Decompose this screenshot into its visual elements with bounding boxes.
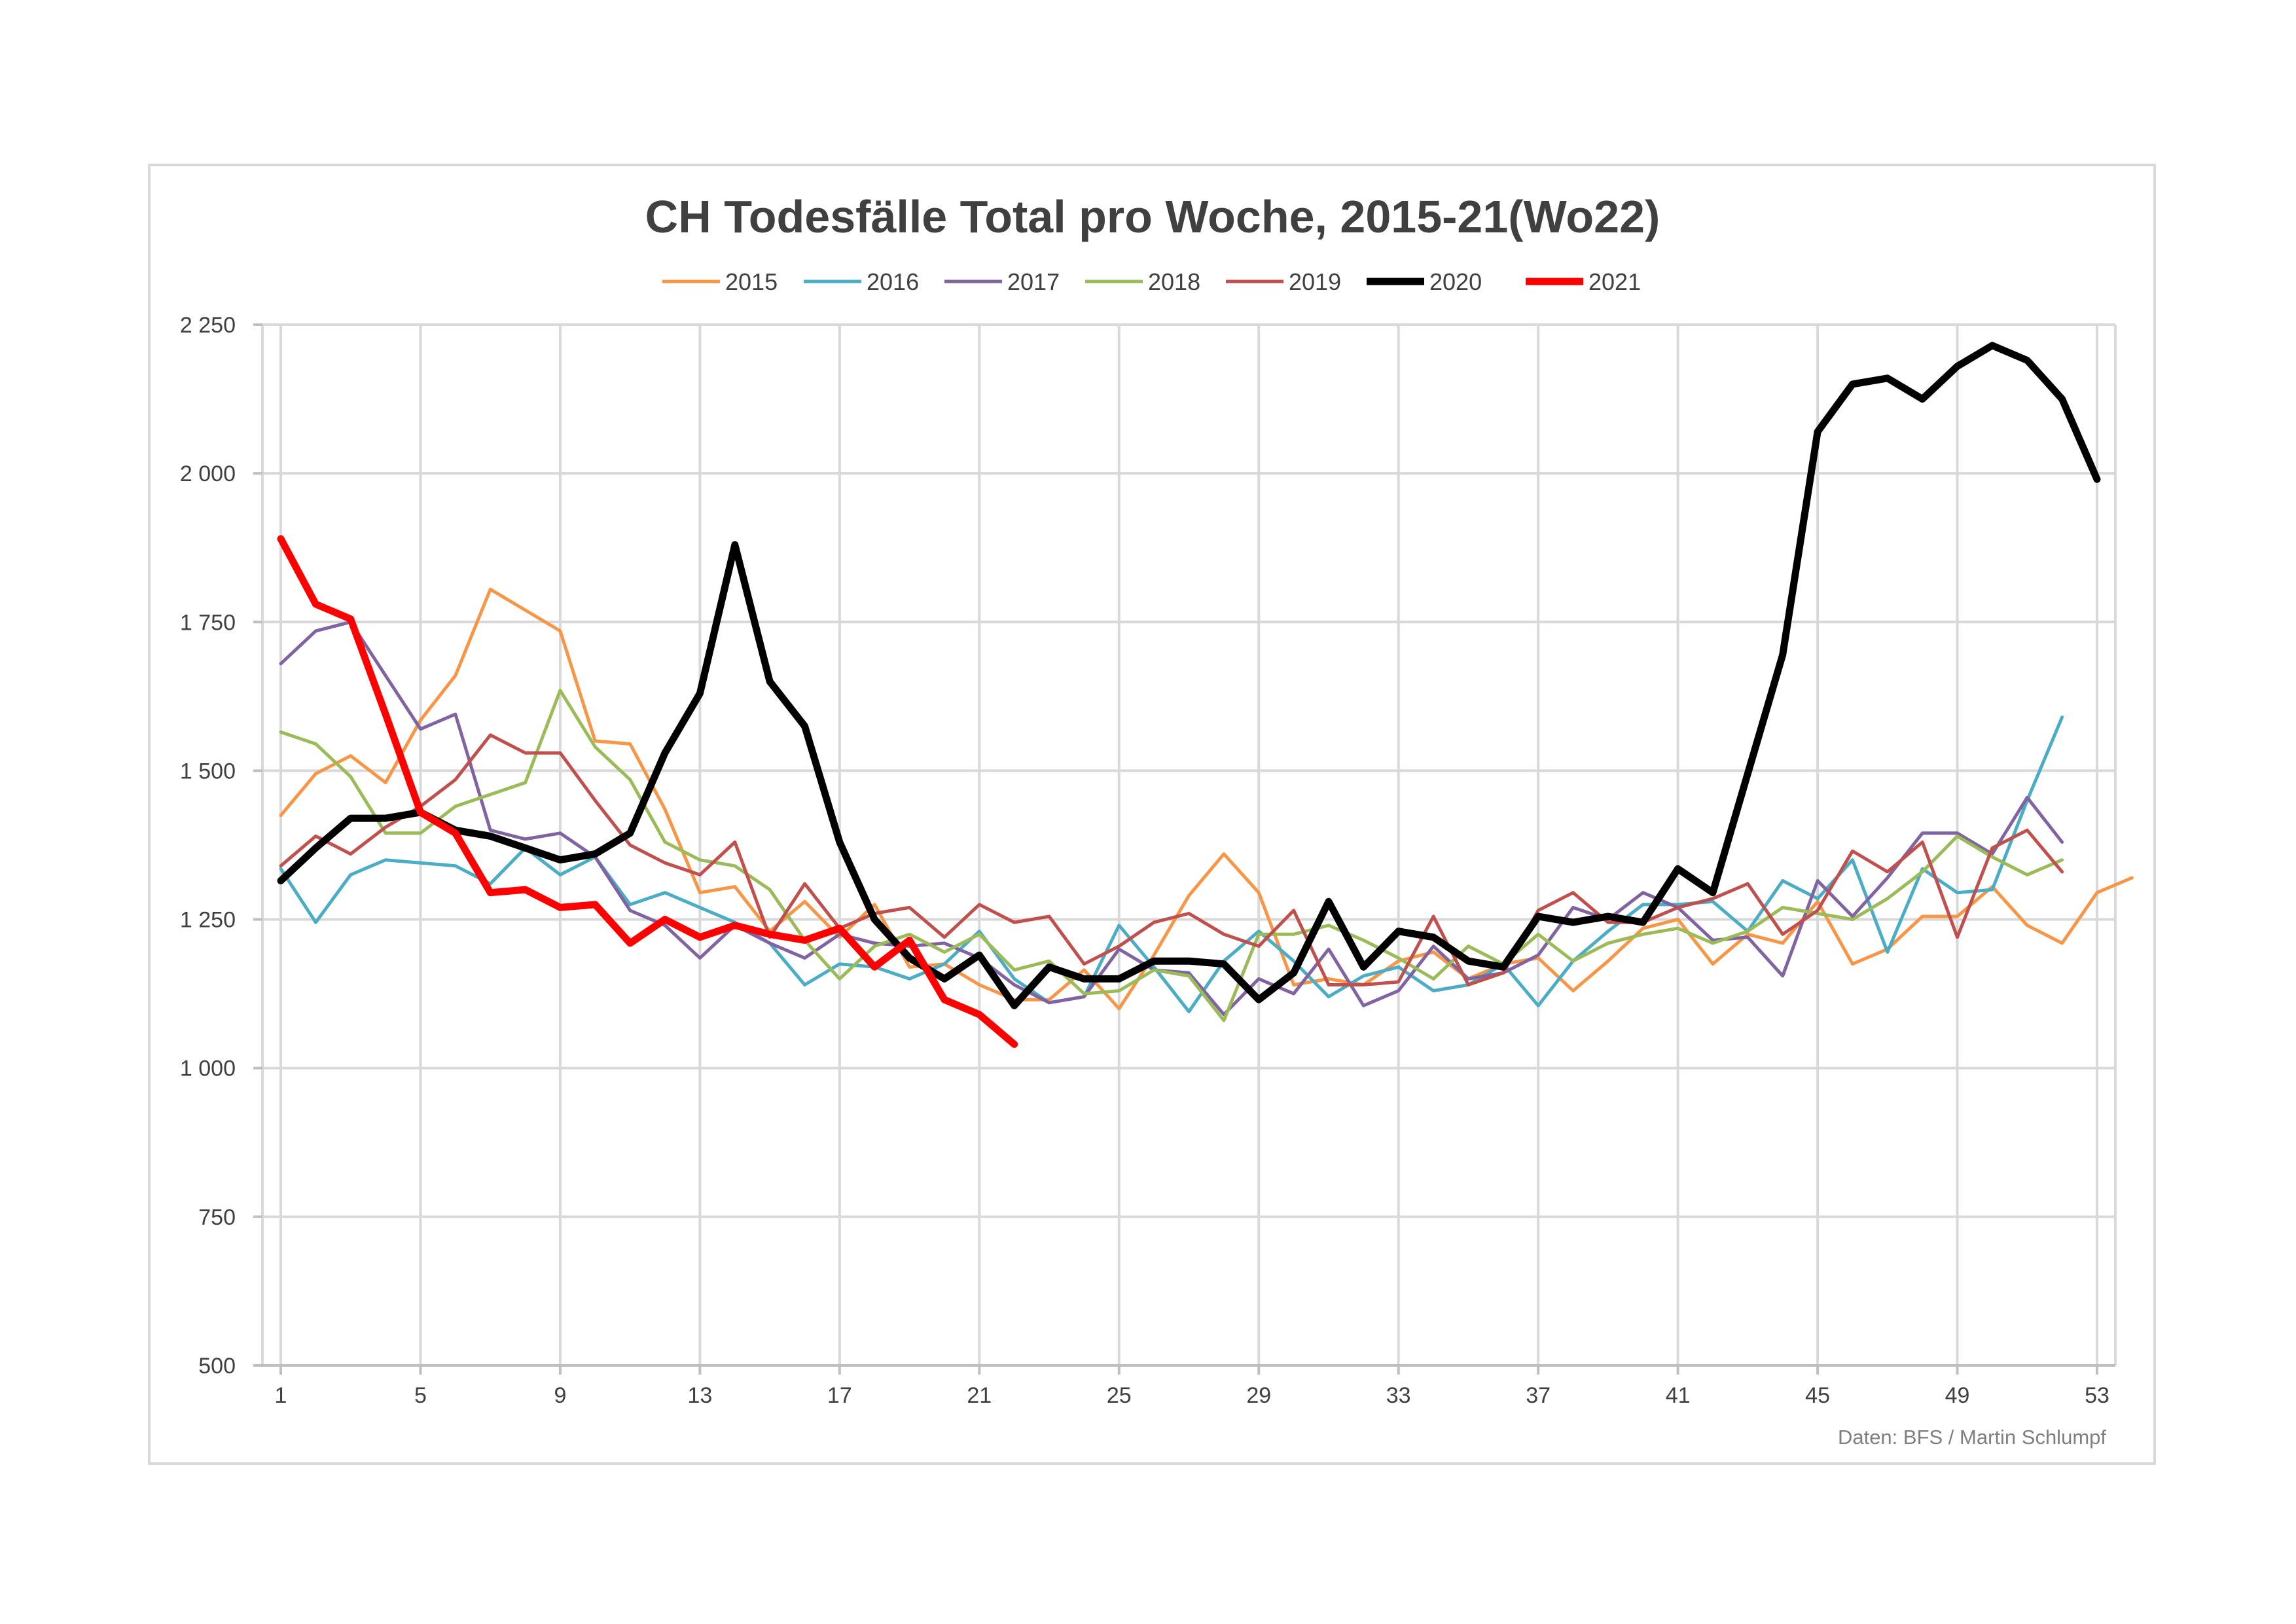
y-tick-label: 750 bbox=[198, 1205, 236, 1230]
legend-label-2021: 2021 bbox=[1588, 268, 1641, 295]
series-line-2019 bbox=[279, 733, 2064, 986]
x-tick-label: 41 bbox=[1666, 1383, 1691, 1408]
x-tick-label: 53 bbox=[2085, 1383, 2109, 1408]
series-line-2018 bbox=[279, 689, 2064, 1022]
x-tick-label: 21 bbox=[967, 1383, 992, 1408]
x-tick-label: 5 bbox=[414, 1383, 427, 1408]
legend-label-2017: 2017 bbox=[1007, 268, 1060, 295]
series-line-2015 bbox=[279, 587, 2134, 1011]
grid-lines bbox=[253, 323, 2117, 1375]
x-tick-label: 9 bbox=[554, 1383, 566, 1408]
legend-label-2015: 2015 bbox=[725, 268, 778, 295]
y-tick-label: 1 250 bbox=[180, 908, 236, 933]
source-note: Daten: BFS / Martin Schlumpf bbox=[1838, 1426, 2106, 1449]
x-tick-label: 13 bbox=[687, 1383, 712, 1408]
chart-frame bbox=[148, 164, 2156, 1465]
x-axis-labels: 1 5 9 13 17 21 25 29 33 37 41 45 49 53 bbox=[275, 1383, 2109, 1408]
x-tick-label: 33 bbox=[1386, 1383, 1411, 1408]
y-axis-labels: 500 750 1 000 1 250 1 500 1 750 2 000 2 250 bbox=[180, 313, 236, 1379]
y-tick-label: 1 500 bbox=[180, 759, 236, 784]
x-tick-label: 29 bbox=[1246, 1383, 1271, 1408]
x-tick-label: 17 bbox=[827, 1383, 852, 1408]
series-lines bbox=[277, 342, 2134, 1048]
x-tick-label: 45 bbox=[1805, 1383, 1830, 1408]
series-line-2021 bbox=[277, 535, 1018, 1048]
y-tick-label: 500 bbox=[198, 1354, 236, 1379]
y-tick-label: 2 000 bbox=[180, 461, 236, 486]
series-line-2020 bbox=[277, 342, 2101, 1009]
legend-label-2018: 2018 bbox=[1148, 268, 1200, 295]
x-tick-label: 37 bbox=[1526, 1383, 1551, 1408]
y-tick-label: 1 000 bbox=[180, 1056, 236, 1081]
x-tick-label: 49 bbox=[1945, 1383, 1970, 1408]
x-tick-label: 1 bbox=[275, 1383, 287, 1408]
legend-label-2020: 2020 bbox=[1429, 268, 1482, 295]
x-tick-label: 25 bbox=[1107, 1383, 1132, 1408]
chart-title: CH Todesfälle Total pro Woche, 2015-21(W… bbox=[645, 191, 1660, 242]
legend-label-2019: 2019 bbox=[1289, 268, 1341, 295]
y-tick-label: 1 750 bbox=[180, 610, 236, 635]
series-line-2017 bbox=[279, 620, 2064, 1017]
legend-label-2016: 2016 bbox=[867, 268, 919, 295]
y-tick-label: 2 250 bbox=[180, 313, 236, 338]
legend: 2015 2016 2017 2018 2019 2020 2021 bbox=[662, 268, 1641, 295]
series-line-2016 bbox=[279, 715, 2064, 1013]
